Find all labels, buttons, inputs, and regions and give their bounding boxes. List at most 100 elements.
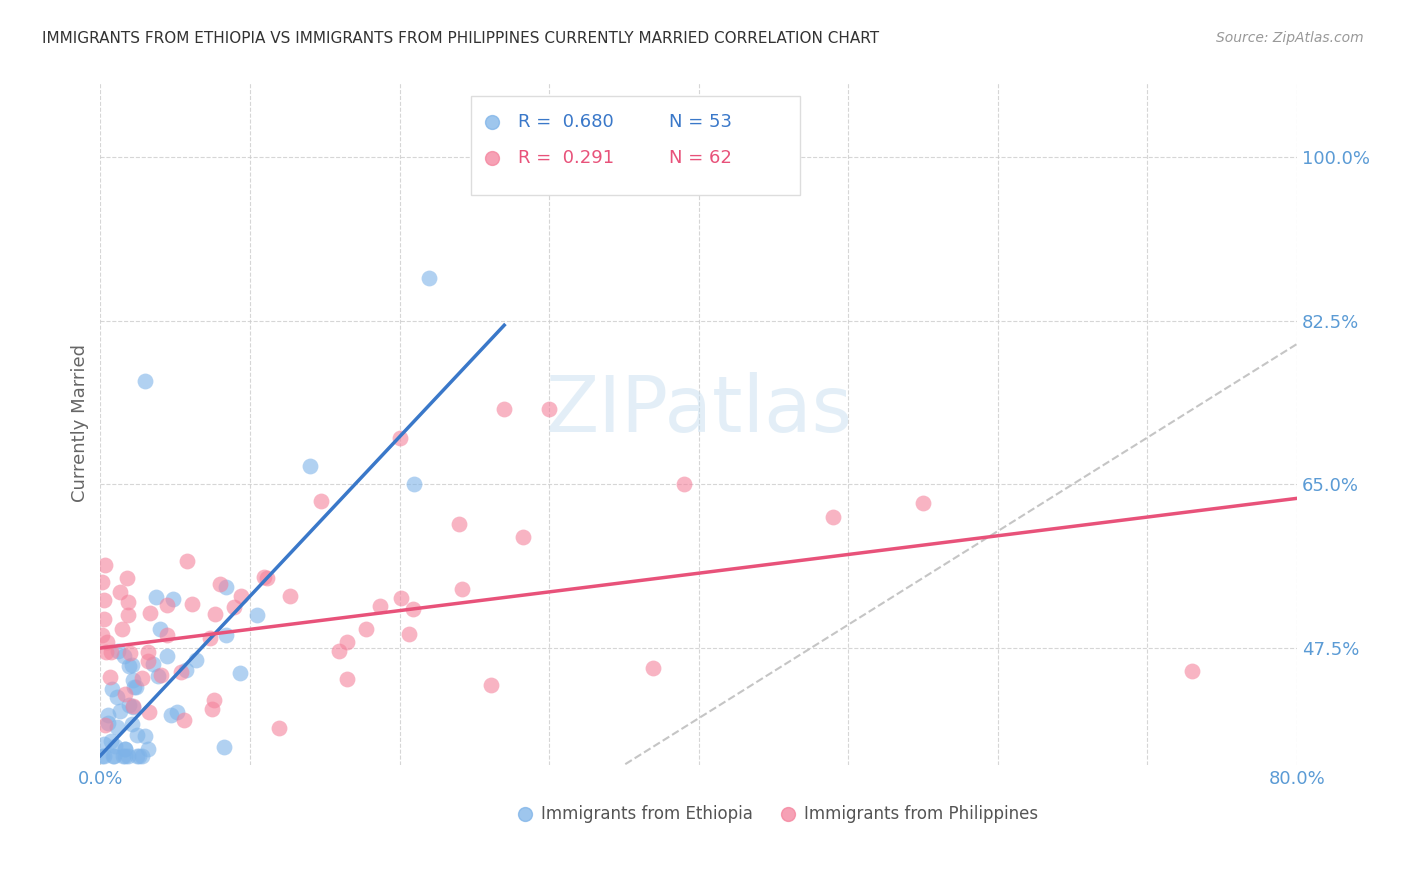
Point (156, 648, 179, 663)
Point (173, 713, 195, 727)
Point (418, 271, 440, 285)
Point (148, 669, 170, 683)
Point (149, 668, 172, 682)
Text: N = 53: N = 53 (669, 112, 731, 130)
Point (112, 649, 135, 664)
Point (101, 682, 124, 697)
Point (354, 622, 377, 636)
Point (121, 657, 143, 672)
Point (122, 699, 145, 714)
Point (214, 739, 236, 754)
Point (1181, 665, 1204, 679)
Point (91, 627, 114, 641)
Point (174, 663, 197, 677)
Point (93, 737, 115, 751)
Point (388, 430, 411, 444)
Point (97, 708, 120, 723)
Point (398, 626, 420, 640)
Point (97, 715, 120, 730)
Y-axis label: Currently Married: Currently Married (72, 344, 89, 502)
Point (139, 606, 162, 620)
Point (253, 570, 276, 584)
Point (912, 496, 935, 510)
Point (149, 622, 172, 636)
Point (90, 748, 112, 763)
Point (184, 653, 207, 667)
Text: Source: ZipAtlas.com: Source: ZipAtlas.com (1216, 31, 1364, 45)
Point (93, 748, 115, 763)
Point (112, 748, 135, 763)
Point (246, 607, 269, 622)
Point (125, 728, 148, 742)
Point (450, 582, 472, 596)
Text: N = 62: N = 62 (669, 149, 731, 167)
Point (105, 690, 128, 704)
Point (131, 748, 153, 763)
Point (94, 558, 117, 572)
Point (138, 741, 160, 756)
Point (103, 748, 125, 763)
Point (118, 658, 141, 673)
Point (117, 571, 139, 585)
Point (823, 510, 845, 524)
Point (117, 595, 139, 609)
Point (104, 739, 127, 754)
Point (121, 717, 143, 731)
FancyBboxPatch shape (471, 95, 800, 194)
Point (107, 643, 129, 657)
Point (280, 589, 302, 603)
Point (111, 622, 134, 636)
Point (479, 678, 502, 692)
Text: Immigrants from Ethiopia: Immigrants from Ethiopia (541, 805, 752, 823)
Point (201, 702, 224, 716)
Point (108, 704, 131, 718)
Point (117, 607, 139, 622)
Point (166, 705, 188, 719)
Text: R =  0.291: R = 0.291 (517, 149, 614, 167)
Point (156, 628, 179, 642)
Point (134, 375, 156, 389)
Point (402, 601, 425, 615)
Point (256, 571, 278, 585)
Point (114, 742, 136, 756)
Point (125, 748, 148, 763)
Point (142, 657, 165, 671)
Point (100, 734, 122, 748)
Point (389, 591, 412, 606)
Point (96, 635, 118, 649)
Point (156, 598, 179, 612)
Point (131, 671, 153, 685)
Point (134, 730, 156, 744)
Point (90, 574, 112, 589)
Point (404, 477, 426, 491)
Point (100, 645, 122, 659)
Point (136, 655, 159, 669)
Point (136, 645, 159, 659)
Point (94, 718, 117, 732)
Point (120, 647, 142, 661)
Point (105, 720, 128, 734)
Text: Immigrants from Philippines: Immigrants from Philippines (804, 805, 1038, 823)
Point (98, 670, 121, 684)
Point (170, 665, 193, 680)
Point (202, 693, 225, 707)
Point (114, 687, 136, 701)
Point (200, 631, 222, 645)
Point (117, 748, 139, 763)
Point (538, 402, 561, 417)
Point (229, 666, 252, 681)
Point (328, 644, 350, 658)
Point (309, 494, 332, 508)
Point (138, 705, 160, 719)
Point (93, 593, 115, 607)
Point (181, 597, 204, 611)
Point (267, 721, 290, 735)
Point (118, 698, 141, 713)
Point (93, 612, 115, 626)
Point (494, 402, 516, 417)
Point (145, 591, 167, 605)
Point (162, 592, 184, 607)
Point (204, 607, 226, 621)
Point (298, 458, 321, 473)
Point (229, 589, 252, 603)
